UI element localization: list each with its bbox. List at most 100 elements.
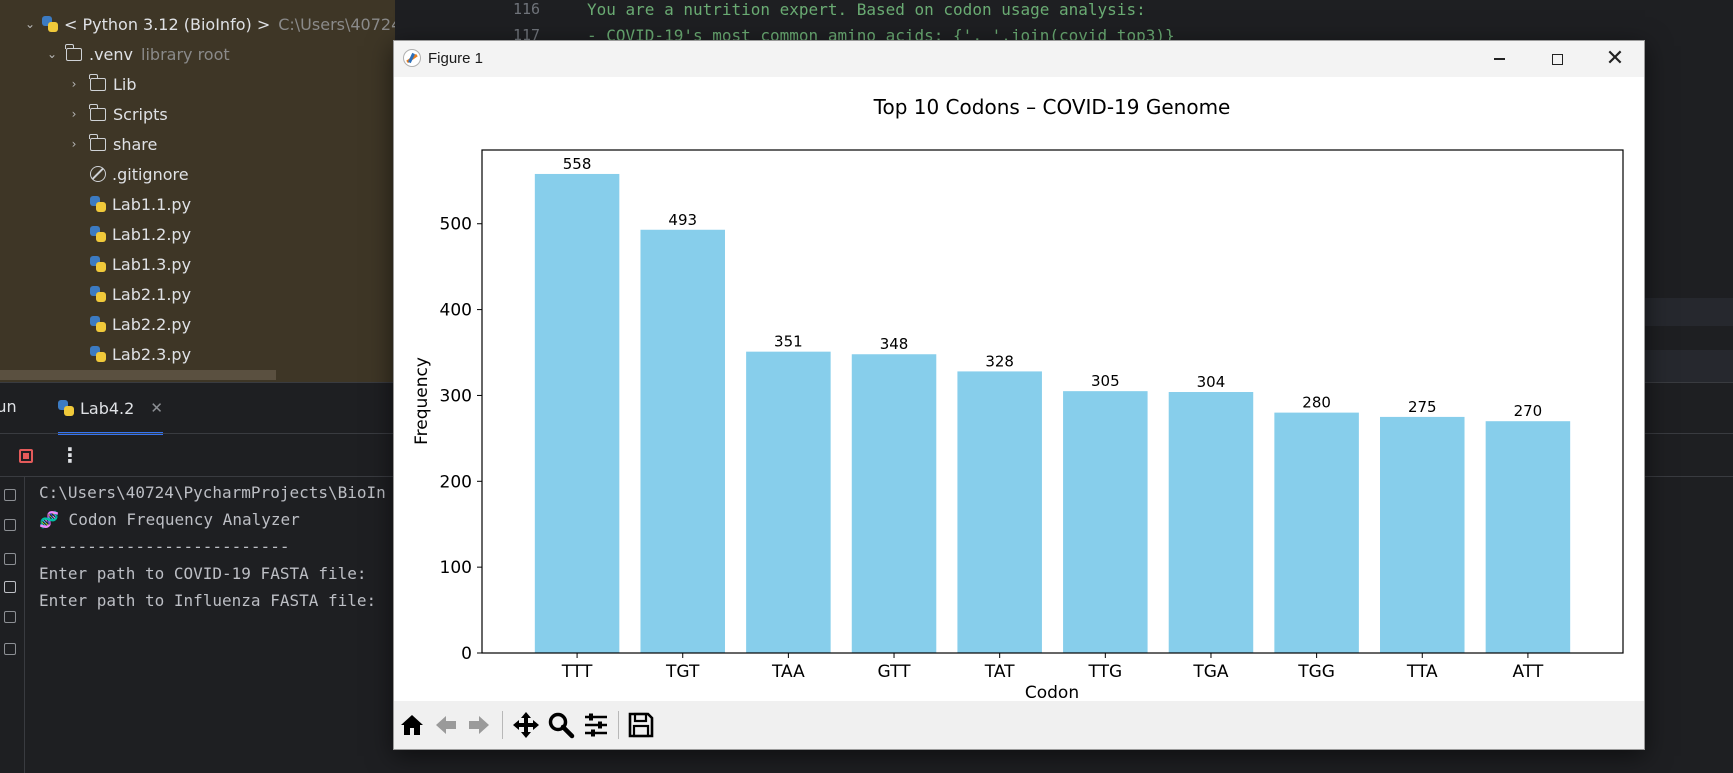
bar-tta — [1380, 416, 1465, 653]
tree-item[interactable]: Lab1.3.py — [66, 249, 191, 279]
tree-item[interactable]: Lab2.2.py — [66, 309, 191, 339]
home-icon[interactable] — [397, 710, 427, 740]
soft-wrap-icon[interactable] — [4, 553, 16, 565]
y-axis-label: Frequency — [412, 357, 432, 445]
console-line: C:\Users\40724\PycharmProjects\BioIn — [39, 483, 386, 502]
console-line: Enter path to Influenza FASTA file: — [39, 591, 377, 610]
folder-icon — [65, 43, 82, 61]
tree-item[interactable]: Lab1.2.py — [66, 219, 191, 249]
x-tick-label: TGG — [1297, 662, 1335, 682]
configure-icon[interactable] — [581, 710, 611, 740]
bar-value-label: 348 — [880, 335, 909, 353]
minimize-button[interactable] — [1470, 41, 1528, 77]
python-file-icon — [90, 226, 106, 242]
forward-icon[interactable] — [464, 710, 494, 740]
scroll-to-end-icon[interactable] — [4, 581, 16, 593]
chevron-down-icon[interactable]: ⌄ — [46, 47, 58, 61]
scroll-down-icon[interactable] — [4, 519, 16, 531]
stop-icon[interactable] — [19, 449, 33, 463]
project-root-path: C:\Users\40724\PycharmPro — [278, 14, 395, 34]
tree-item[interactable]: Lab1.1.py — [66, 189, 191, 219]
tree-item[interactable]: Lab2.1.py — [66, 279, 191, 309]
tree-item[interactable]: › Lib — [66, 69, 137, 99]
figure-window: Figure 1 ✕ Top 10 Codons – COVID-19 Geno… — [393, 40, 1645, 750]
print-icon[interactable] — [4, 611, 16, 623]
close-icon: ✕ — [1605, 46, 1625, 71]
close-tab-icon[interactable]: ✕ — [150, 399, 163, 417]
toolbar-separator — [618, 711, 619, 739]
line-number: 117 — [513, 26, 541, 44]
tree-item[interactable]: Lab2.3.py — [66, 339, 191, 369]
tab-lab42[interactable]: Lab4.2 ✕ — [58, 383, 163, 435]
maximize-icon — [1551, 53, 1563, 65]
python-file-icon — [90, 286, 106, 302]
pan-icon[interactable] — [511, 710, 541, 740]
x-tick-label: TAA — [771, 662, 805, 682]
python-file-icon — [90, 316, 106, 332]
figure-titlebar[interactable]: Figure 1 ✕ — [394, 41, 1644, 77]
chevron-right-icon[interactable]: › — [71, 137, 77, 151]
trash-icon[interactable] — [4, 643, 16, 655]
y-tick-label: 400 — [440, 301, 472, 321]
project-panel: ⌄ < Python 3.12 (BioInfo) > C:\Users\407… — [0, 0, 395, 382]
venv-row[interactable]: ⌄ .venv library root — [44, 39, 230, 69]
x-tick-label: TGT — [665, 662, 700, 682]
bar-value-label: 351 — [774, 333, 803, 351]
x-tick-label: GTT — [878, 662, 912, 682]
bar-value-label: 270 — [1514, 402, 1543, 420]
console-line: 🧬 Codon Frequency Analyzer — [39, 510, 300, 529]
chevron-right-icon[interactable]: › — [71, 107, 77, 121]
bar-ttg — [1063, 391, 1148, 653]
tree-item[interactable]: .gitignore — [66, 159, 189, 189]
x-tick-label: TAT — [984, 662, 1015, 682]
python-file-icon — [90, 196, 106, 212]
y-tick-label: 500 — [440, 215, 472, 235]
bar-value-label: 558 — [563, 155, 592, 173]
chevron-down-icon[interactable]: ⌄ — [24, 17, 36, 31]
y-tick-label: 0 — [461, 644, 472, 664]
figure-canvas[interactable]: Top 10 Codons – COVID-19 Genome 558 493 35… — [394, 77, 1644, 703]
zoom-icon[interactable] — [546, 710, 576, 740]
chevron-right-icon[interactable]: › — [71, 77, 77, 91]
run-label[interactable]: Run — [0, 397, 17, 416]
project-root-row[interactable]: ⌄ < Python 3.12 (BioInfo) > C:\Users\407… — [22, 9, 395, 39]
tree-item[interactable]: › share — [66, 129, 157, 159]
console-line: -------------------------- — [39, 537, 290, 556]
bar-taa — [746, 351, 831, 653]
back-icon[interactable] — [431, 710, 461, 740]
tree-item-label: Lab2.1.py — [112, 284, 192, 304]
code-line: You are a nutrition expert. Based on cod… — [587, 0, 1146, 19]
python-file-icon — [90, 256, 106, 272]
x-tick-label: TTA — [1406, 662, 1438, 682]
bar-value-label: 275 — [1408, 398, 1437, 416]
tree-item-label: Lab2.2.py — [112, 314, 192, 334]
y-tick-label: 300 — [440, 386, 472, 406]
save-icon[interactable] — [626, 710, 656, 740]
bar-chart: Top 10 Codons – COVID-19 Genome 558 493 35… — [412, 95, 1624, 703]
bar-value-label: 305 — [1091, 372, 1120, 390]
close-button[interactable]: ✕ — [1586, 41, 1644, 77]
bar-att — [1485, 421, 1571, 653]
x-tick-label: ATT — [1513, 662, 1544, 682]
tree-item-label: Scripts — [113, 104, 168, 124]
bar-tat — [957, 371, 1042, 653]
console-side-strip — [0, 477, 25, 773]
more-options-icon[interactable]: ⋮ — [60, 443, 80, 467]
plot-frame — [481, 149, 1624, 654]
venv-hint: library root — [141, 44, 230, 64]
folder-icon — [89, 73, 106, 91]
tree-item-label: Lab1.1.py — [112, 194, 192, 214]
bar-ttt — [534, 173, 620, 653]
run-tab-bar: Run Lab4.2 ✕ — [0, 383, 1733, 435]
tree-item-label: Lib — [113, 74, 137, 94]
tab-label: Lab4.2 — [80, 398, 135, 418]
horizontal-scrollbar[interactable] — [0, 370, 276, 380]
scroll-up-icon[interactable] — [4, 489, 16, 501]
maximize-button[interactable] — [1528, 41, 1586, 77]
python-icon — [58, 400, 74, 416]
minimize-icon — [1493, 58, 1505, 60]
line-number: 116 — [513, 0, 541, 18]
tree-item[interactable]: › Scripts — [66, 99, 168, 129]
bar-value-label: 493 — [668, 211, 697, 229]
bar-value-label: 304 — [1197, 373, 1226, 391]
